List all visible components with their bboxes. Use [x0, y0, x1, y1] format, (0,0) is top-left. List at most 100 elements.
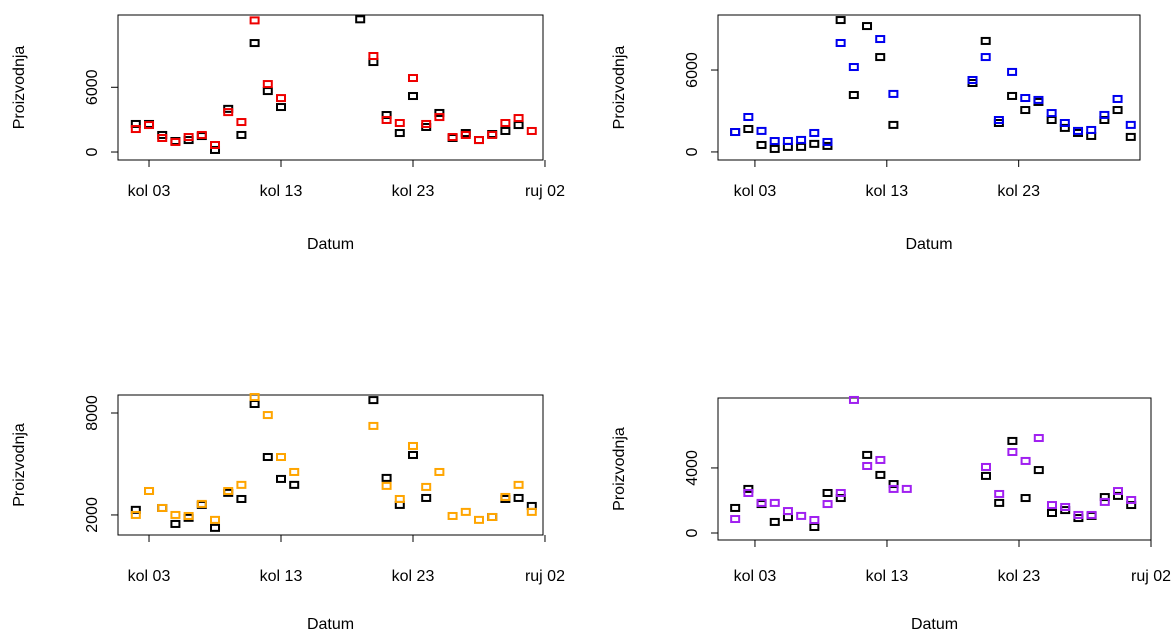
- point: [447, 511, 458, 520]
- point: [262, 411, 273, 420]
- point: [862, 450, 873, 459]
- point: [447, 133, 458, 142]
- y-tick-label: 0: [684, 147, 701, 156]
- point: [809, 515, 820, 524]
- point: [875, 53, 886, 62]
- point: [980, 462, 991, 471]
- y-tick-label: 2000: [84, 497, 101, 533]
- point: [183, 511, 194, 520]
- point: [1099, 497, 1110, 506]
- point: [835, 488, 846, 497]
- point: [1046, 109, 1057, 118]
- x-axis-label: Datum: [307, 616, 354, 633]
- point: [421, 493, 432, 502]
- point: [249, 39, 260, 48]
- point: [368, 51, 379, 60]
- point: [249, 400, 260, 409]
- point: [513, 121, 524, 130]
- point: [473, 515, 484, 524]
- point: [394, 118, 405, 127]
- point: [144, 121, 155, 130]
- point: [848, 91, 859, 100]
- point: [1073, 126, 1084, 135]
- point: [862, 22, 873, 31]
- point: [809, 522, 820, 531]
- point: [822, 137, 833, 146]
- point: [1007, 91, 1018, 100]
- point: [381, 473, 392, 482]
- x-axis-label: Datum: [911, 616, 958, 633]
- point: [460, 507, 471, 516]
- point: [262, 453, 273, 462]
- point: [769, 498, 780, 507]
- point: [1126, 495, 1137, 504]
- point: [875, 35, 886, 44]
- point: [1086, 510, 1097, 519]
- point: [487, 512, 498, 521]
- point: [822, 500, 833, 509]
- x-tick-label: kol 03: [734, 183, 777, 200]
- point: [262, 80, 273, 89]
- point: [368, 396, 379, 405]
- y-axis-label: Proizvodnja: [11, 46, 28, 130]
- point: [1007, 67, 1018, 76]
- x-tick-label: kol 23: [392, 183, 435, 200]
- point: [1007, 436, 1018, 445]
- point: [993, 115, 1004, 124]
- point: [434, 467, 445, 476]
- point: [421, 482, 432, 491]
- point: [730, 515, 741, 524]
- x-tick-label: ruj 02: [525, 183, 565, 200]
- point: [1059, 118, 1070, 127]
- point: [782, 507, 793, 516]
- point: [1020, 106, 1031, 115]
- point: [1046, 501, 1057, 510]
- point: [743, 484, 754, 493]
- point: [980, 53, 991, 62]
- point: [223, 486, 234, 495]
- point: [276, 474, 287, 483]
- point: [994, 489, 1005, 498]
- y-tick-label: 0: [684, 528, 701, 537]
- point: [460, 129, 471, 138]
- point: [769, 144, 780, 153]
- point: [743, 125, 754, 134]
- point: [1099, 493, 1110, 502]
- point: [994, 498, 1005, 507]
- point: [756, 498, 767, 507]
- point: [421, 119, 432, 128]
- point: [157, 133, 168, 142]
- point: [980, 471, 991, 480]
- point: [967, 75, 978, 84]
- point: [756, 140, 767, 149]
- point: [730, 503, 741, 512]
- point: [407, 450, 418, 459]
- point: [901, 484, 912, 493]
- point: [1007, 448, 1018, 457]
- point: [196, 130, 207, 139]
- point: [809, 139, 820, 148]
- point: [289, 467, 300, 476]
- point: [782, 137, 793, 146]
- point: [809, 128, 820, 137]
- point: [434, 108, 445, 117]
- point: [434, 113, 445, 122]
- point: [381, 481, 392, 490]
- point: [500, 118, 511, 127]
- x-tick-label: kol 13: [260, 183, 303, 200]
- point: [822, 488, 833, 497]
- point: [888, 120, 899, 129]
- point: [249, 16, 260, 25]
- point: [1112, 106, 1123, 115]
- point: [796, 511, 807, 520]
- point: [769, 517, 780, 526]
- point: [875, 470, 886, 479]
- y-tick-label: 8000: [84, 395, 101, 431]
- point: [210, 515, 221, 524]
- y-axis-label: Proizvodnja: [611, 427, 628, 511]
- point: [769, 137, 780, 146]
- point: [1099, 110, 1110, 119]
- x-tick-label: kol 03: [734, 568, 777, 585]
- point: [394, 129, 405, 138]
- point: [1060, 502, 1071, 511]
